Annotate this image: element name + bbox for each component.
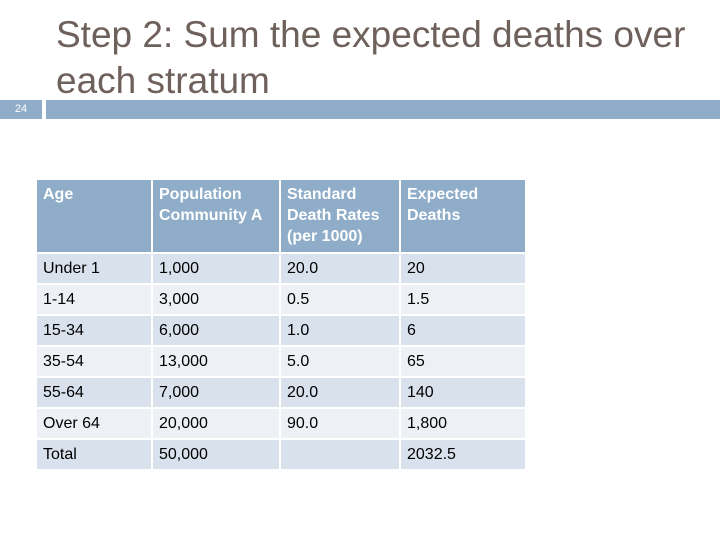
table-row: 55-64 7,000 20.0 140 [37,378,525,407]
table-row: 35-54 13,000 5.0 65 [37,347,525,376]
cell-population: 1,000 [153,254,279,283]
cell-rate: 90.0 [281,409,399,438]
header-expected-deaths: Expected Deaths [401,180,525,252]
cell-expected: 2032.5 [401,440,525,469]
cell-age: Under 1 [37,254,151,283]
cell-rate: 5.0 [281,347,399,376]
cell-expected: 20 [401,254,525,283]
table-row: 1-14 3,000 0.5 1.5 [37,285,525,314]
cell-rate: 20.0 [281,254,399,283]
slide-number: 24 [0,100,42,119]
table-row: Over 64 20,000 90.0 1,800 [37,409,525,438]
cell-population: 3,000 [153,285,279,314]
cell-age: Over 64 [37,409,151,438]
cell-expected: 6 [401,316,525,345]
cell-rate: 0.5 [281,285,399,314]
cell-age: Total [37,440,151,469]
cell-population: 7,000 [153,378,279,407]
cell-expected: 140 [401,378,525,407]
cell-rate: 1.0 [281,316,399,345]
header-standard-rates: Standard Death Rates (per 1000) [281,180,399,252]
slide-title: Step 2: Sum the expected deaths over eac… [56,14,686,101]
cell-age: 55-64 [37,378,151,407]
cell-population: 13,000 [153,347,279,376]
expected-deaths-table: Age Population Community A Standard Deat… [35,178,527,471]
table-total-row: Total 50,000 2032.5 [37,440,525,469]
cell-expected: 65 [401,347,525,376]
cell-rate: 20.0 [281,378,399,407]
table-header-row: Age Population Community A Standard Deat… [37,180,525,252]
cell-age: 1-14 [37,285,151,314]
cell-age: 15-34 [37,316,151,345]
cell-population: 6,000 [153,316,279,345]
cell-population: 50,000 [153,440,279,469]
header-population: Population Community A [153,180,279,252]
header-age: Age [37,180,151,252]
cell-expected: 1,800 [401,409,525,438]
cell-population: 20,000 [153,409,279,438]
table-row: 15-34 6,000 1.0 6 [37,316,525,345]
cell-expected: 1.5 [401,285,525,314]
table-row: Under 1 1,000 20.0 20 [37,254,525,283]
title-rule [46,100,720,119]
cell-age: 35-54 [37,347,151,376]
cell-rate [281,440,399,469]
